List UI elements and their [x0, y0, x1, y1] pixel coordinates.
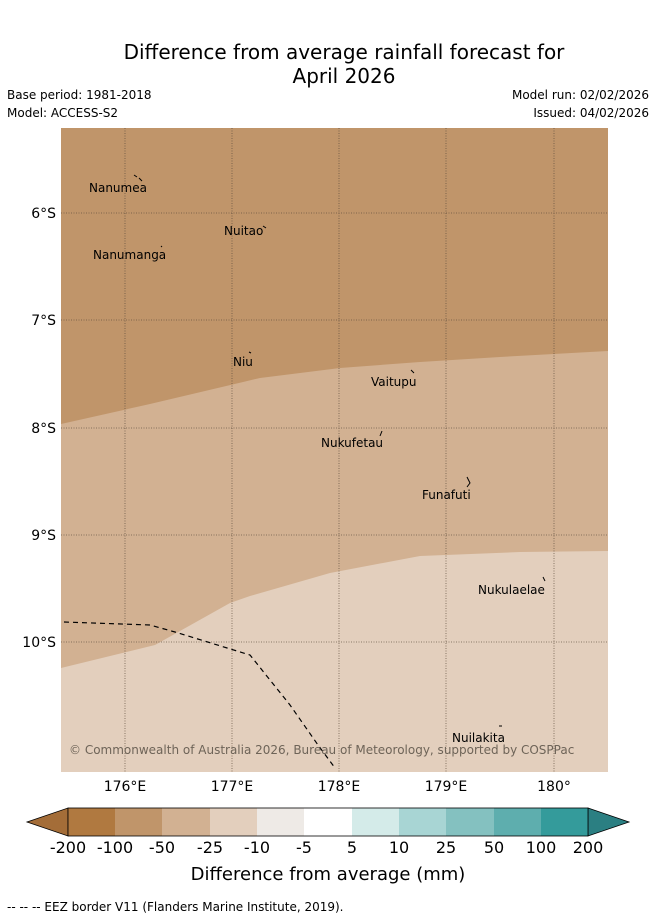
colorbar-swatch: [494, 808, 541, 836]
lat-label: 9°S: [31, 528, 56, 544]
lon-label: 180°: [537, 779, 571, 795]
island-nanumanga: [160, 245, 163, 248]
colorbar-swatch: [352, 808, 399, 836]
colorbar-tick: -50: [149, 838, 175, 857]
colorbar-tick: 100: [526, 838, 557, 857]
island-funafuti: [466, 476, 471, 488]
place-label: Vaitupu: [371, 375, 417, 389]
colorbar-tick: 5: [347, 838, 357, 857]
islands: [133, 174, 546, 727]
island-nukulaelae: [542, 576, 546, 582]
map-area: Nanumea Nuitao Nanumanga Niu Vaitupu Nuk…: [61, 128, 608, 772]
lon-label: 178°E: [318, 779, 361, 795]
place-label: Nukufetau: [321, 436, 383, 450]
region-dry-25-10: [61, 551, 608, 772]
colorbar-tick: 25: [436, 838, 456, 857]
colorbar-under-arrow: [25, 807, 69, 837]
colorbar-tick: -10: [244, 838, 270, 857]
colorbar-swatch: [115, 808, 162, 836]
base-period: Base period: 1981-2018: [7, 88, 152, 102]
lat-label: 10°S: [22, 635, 56, 651]
longitude-labels: 176°E 177°E 178°E 179°E 180°: [104, 779, 571, 795]
model-run: Model run: 02/02/2026: [511, 88, 649, 102]
colorbar-tick: 50: [484, 838, 504, 857]
place-label: Nuitao: [224, 224, 263, 238]
island-nukufetau: [379, 430, 383, 437]
place-label: Nukulaelae: [478, 583, 545, 597]
lat-label: 6°S: [31, 206, 56, 222]
place-labels: Nanumea Nuitao Nanumanga Niu Vaitupu Nuk…: [89, 181, 545, 745]
colorbar-tick: -200: [50, 838, 86, 857]
chart-title: Difference from average rainfall forecas…: [0, 40, 655, 88]
place-label: Nanumanga: [93, 248, 166, 262]
colorbar-swatch: [399, 808, 446, 836]
colorbar-swatch: [446, 808, 494, 836]
title-line-2: April 2026: [292, 64, 396, 88]
lat-label: 7°S: [31, 313, 56, 329]
colorbar-over-arrow: [587, 807, 631, 837]
place-label: Nanumea: [89, 181, 147, 195]
model-name: Model: ACCESS-S2: [7, 106, 119, 120]
colorbar-tick: -100: [97, 838, 133, 857]
island-nanumea: [133, 174, 143, 182]
issued-date: Issued: 04/02/2026: [533, 106, 649, 120]
lon-label: 179°E: [425, 779, 468, 795]
copyright-notice: © Commonwealth of Australia 2026, Bureau…: [69, 743, 574, 757]
colorbar-swatch: [210, 808, 257, 836]
colorbar: -200 -100 -50 -25 -10 -5 5 10 25 50 100 …: [25, 807, 631, 885]
colorbar-swatch: [162, 808, 210, 836]
colorbar-tick: 10: [389, 838, 409, 857]
colorbar-tick-labels: -200 -100 -50 -25 -10 -5 5 10 25 50 100 …: [50, 838, 603, 857]
latitude-labels: 6°S 7°S 8°S 9°S 10°S: [22, 206, 56, 651]
colorbar-swatch: [304, 808, 352, 836]
island-nuitao: [262, 225, 267, 229]
colorbar-swatch: [541, 808, 588, 836]
colorbar-tick: 200: [573, 838, 604, 857]
island-niu: [248, 351, 252, 354]
eez-legend-note: -- -- -- EEZ border V11 (Flanders Marine…: [7, 900, 344, 914]
gridlines: [61, 128, 608, 772]
place-label: Funafuti: [422, 488, 471, 502]
place-label: Niu: [233, 355, 253, 369]
colorbar-tick: -25: [197, 838, 223, 857]
colorbar-title: Difference from average (mm): [191, 864, 466, 885]
lat-label: 8°S: [31, 421, 56, 437]
lon-label: 176°E: [104, 779, 147, 795]
colorbar-swatch: [68, 808, 115, 836]
colorbar-tick: -5: [296, 838, 312, 857]
title-line-1: Difference from average rainfall forecas…: [123, 40, 565, 64]
island-vaitupu: [410, 369, 415, 374]
lon-label: 177°E: [211, 779, 254, 795]
eez-border: [63, 621, 336, 769]
colorbar-outline: [67, 807, 589, 837]
place-label: Nuilakita: [452, 731, 505, 745]
colorbar-swatch: [257, 808, 304, 836]
